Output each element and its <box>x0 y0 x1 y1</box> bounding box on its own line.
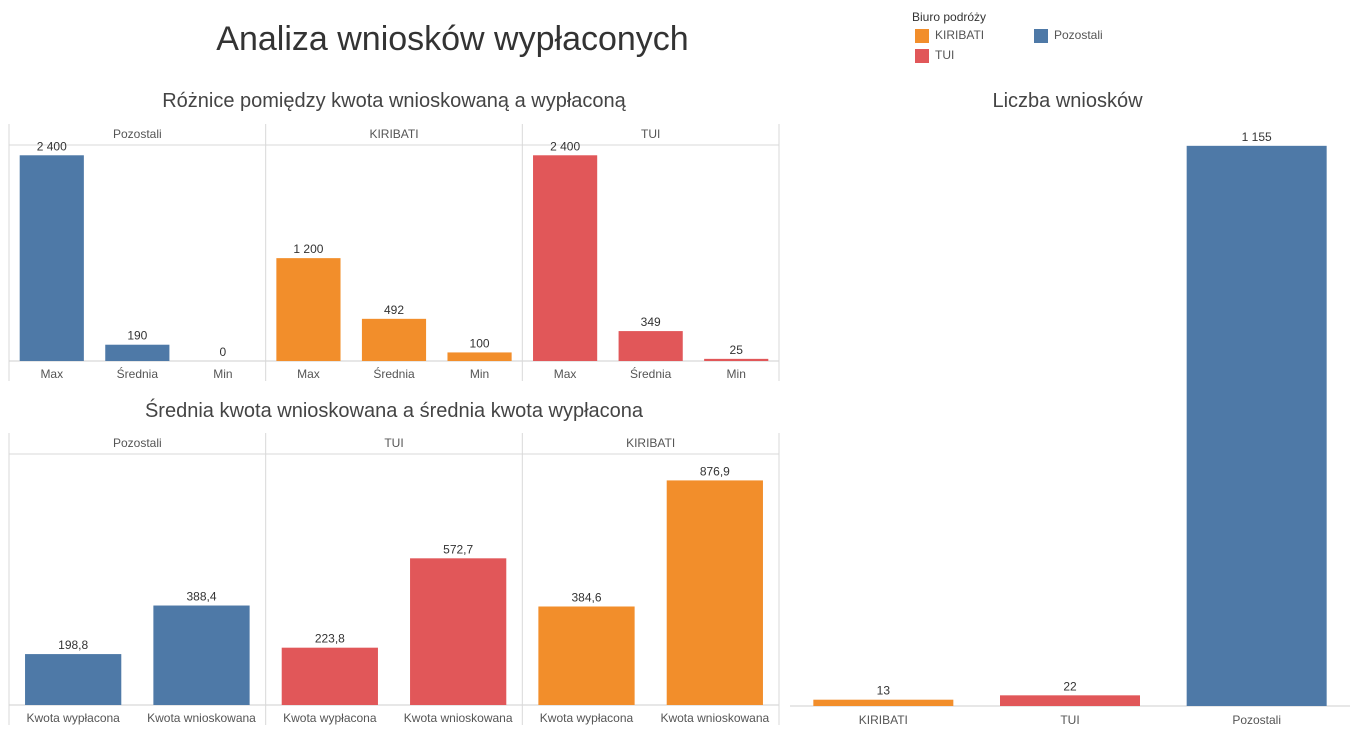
chart1-data-label-pozostali-srednia: 190 <box>127 329 147 343</box>
chart1-tick-label-tui-srednia: Średnia <box>630 366 672 381</box>
legend-swatch-tui <box>915 48 929 63</box>
chart1-panel-header-pozostali: Pozostali <box>113 127 162 141</box>
legend-label-kiribati: KIRIBATI <box>935 28 985 42</box>
chart3-tick-label-pozostali: Pozostali <box>1232 713 1281 727</box>
chart2-bar-pozostali-kwota-wyplacona <box>25 654 122 705</box>
chart1-data-label-pozostali-max: 2 400 <box>37 139 67 153</box>
chart2-panel-header-tui: TUI <box>384 436 403 450</box>
chart2-tick-label-tui-kwota-wnioskowana: Kwota wnioskowana <box>404 711 513 725</box>
chart2-panel-header-pozostali: Pozostali <box>113 436 162 450</box>
chart1-tick-label-tui-min: Min <box>727 367 746 381</box>
legend-item-pozostali[interactable]: Pozostali <box>1034 28 1103 43</box>
legend-swatch-kiribati <box>915 28 929 43</box>
legend-swatch-pozostali <box>1034 28 1048 43</box>
chart1-panel-header-kiribati: KIRIBATI <box>369 127 418 141</box>
chart1-data-label-tui-min: 25 <box>730 343 744 357</box>
chart-request-count: 13 KIRIBATI 22 TUI 1 155 Pozostali <box>790 130 1350 727</box>
chart2-title: Średnia kwota wnioskowana a średnia kwot… <box>144 400 644 422</box>
chart1-data-label-kiribati-srednia: 492 <box>384 303 404 317</box>
chart3-tick-label-kiribati: KIRIBATI <box>859 713 908 727</box>
chart2-tick-label-pozostali-kwota-wyplacona: Kwota wypłacona <box>26 711 120 725</box>
chart3-bar-tui <box>1000 695 1140 706</box>
chart1-tick-label-pozostali-srednia: Średnia <box>117 366 159 381</box>
chart2-tick-label-tui-kwota-wyplacona: Kwota wypłacona <box>283 711 377 725</box>
chart2-bar-tui-kwota-wyplacona <box>281 647 378 705</box>
legend-item-tui[interactable]: TUI <box>915 48 954 63</box>
chart1-tick-label-kiribati-max: Max <box>297 367 320 381</box>
chart1-data-label-tui-max: 2 400 <box>550 139 580 153</box>
chart2-tick-label-pozostali-kwota-wnioskowana: Kwota wnioskowana <box>147 711 256 725</box>
legend-label-tui: TUI <box>935 48 955 62</box>
chart3-title: Liczba wniosków <box>992 90 1143 112</box>
chart2-data-label-pozostali-kwota-wyplacona: 198,8 <box>58 638 88 652</box>
chart1-bar-tui-max <box>533 155 598 361</box>
chart1-tick-label-pozostali-max: Max <box>40 367 63 381</box>
chart1-bar-tui-srednia <box>618 331 683 361</box>
chart1-data-label-tui-srednia: 349 <box>641 315 661 329</box>
chart2-bar-tui-kwota-wnioskowana <box>410 558 507 705</box>
legend-item-kiribati[interactable]: KIRIBATI <box>915 28 984 43</box>
chart2-data-label-kiribati-kwota-wnioskowana: 876,9 <box>700 464 730 478</box>
chart1-bar-pozostali-max <box>19 155 84 361</box>
chart1-bar-kiribati-srednia <box>361 318 427 361</box>
chart2-data-label-tui-kwota-wyplacona: 223,8 <box>315 632 345 646</box>
chart1-tick-label-pozostali-min: Min <box>213 367 232 381</box>
chart1-bar-kiribati-min <box>447 352 512 361</box>
chart3-data-label-kiribati: 13 <box>877 684 891 698</box>
chart2-tick-label-kiribati-kwota-wyplacona: Kwota wypłacona <box>540 711 634 725</box>
chart2-bar-kiribati-kwota-wyplacona <box>538 606 635 705</box>
legend-label-pozostali: Pozostali <box>1054 28 1103 42</box>
chart2-panel-header-kiribati: KIRIBATI <box>626 436 675 450</box>
chart1-tick-label-tui-max: Max <box>554 367 577 381</box>
chart1-data-label-kiribati-min: 100 <box>470 336 490 350</box>
chart1-tick-label-kiribati-srednia: Średnia <box>373 366 415 381</box>
chart1-title: Różnice pomiędzy kwota wnioskowaną a wyp… <box>162 90 626 112</box>
chart1-data-label-pozostali-min: 0 <box>220 345 227 359</box>
chart1-bar-pozostali-srednia <box>105 344 170 361</box>
chart3-data-label-pozostali: 1 155 <box>1242 130 1272 144</box>
chart3-bar-kiribati <box>813 699 954 706</box>
legend: Biuro podróży KIRIBATI TUI Pozostali <box>912 10 1152 70</box>
chart2-data-label-pozostali-kwota-wnioskowana: 388,4 <box>186 590 216 604</box>
chart2-data-label-tui-kwota-wnioskowana: 572,7 <box>443 542 473 556</box>
chart2-data-label-kiribati-kwota-wyplacona: 384,6 <box>571 590 601 604</box>
chart1-bar-tui-min <box>704 358 769 361</box>
chart2-bar-pozostali-kwota-wnioskowana <box>153 605 250 705</box>
chart2-tick-label-kiribati-kwota-wnioskowana: Kwota wnioskowana <box>660 711 769 725</box>
chart2-bar-kiribati-kwota-wnioskowana <box>666 480 763 705</box>
chart1-data-label-kiribati-max: 1 200 <box>293 242 323 256</box>
chart1-tick-label-kiribati-min: Min <box>470 367 489 381</box>
chart1-panel-header-tui: TUI <box>641 127 660 141</box>
chart1-bar-kiribati-max <box>276 258 341 361</box>
legend-title: Biuro podróży <box>912 10 987 24</box>
chart3-bar-pozostali <box>1186 145 1327 706</box>
chart-differences: Pozostali 2 400 Max 190 Średnia 0 Min KIRIBATI 1… <box>8 124 780 381</box>
page-title: Analiza wniosków wypłaconych <box>216 20 689 58</box>
chart3-data-label-tui: 22 <box>1063 679 1077 693</box>
chart-average-amounts: Pozostali 198,8 Kwota wypłacona 388,4 Kwota … <box>8 433 780 725</box>
chart3-tick-label-tui: TUI <box>1060 713 1079 727</box>
